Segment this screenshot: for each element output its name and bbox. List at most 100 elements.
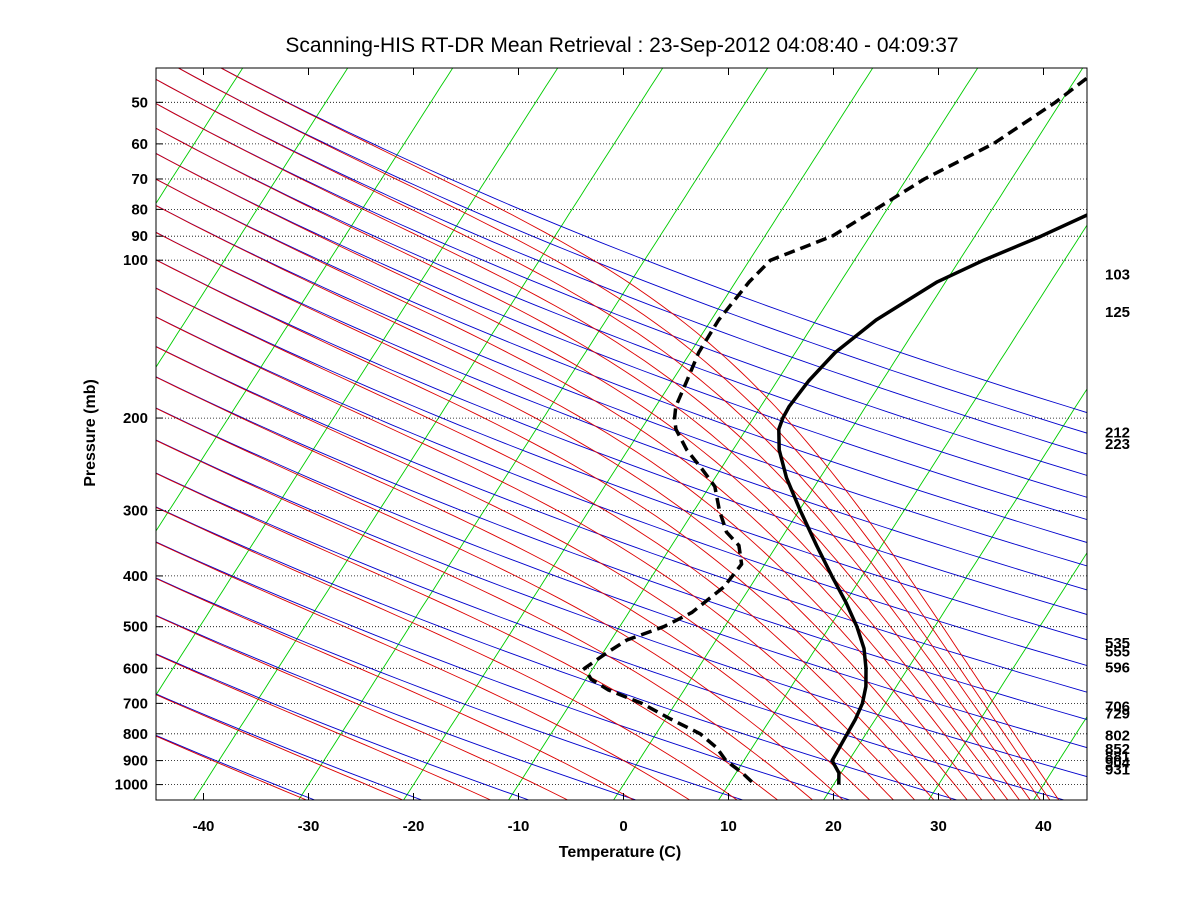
isotherm-line [156, 68, 454, 532]
x-tick-label: 40 [1035, 818, 1052, 835]
x-tick-label: -40 [193, 818, 215, 835]
isotherm-line [403, 68, 874, 800]
moist-adiabat-line [156, 541, 690, 800]
isotherm-line [823, 388, 1087, 800]
y-tick-label: 100 [123, 252, 148, 269]
right-pressure-label: 729 [1105, 706, 1130, 723]
isotherm-line [613, 68, 1084, 800]
isotherm-line [508, 68, 979, 800]
dry-adiabat-line [156, 506, 958, 800]
moist-adiabat-line [156, 259, 952, 800]
y-tick-label: 200 [123, 410, 148, 427]
y-tick-label: 600 [123, 660, 148, 677]
isotherm-line [298, 68, 769, 800]
plot-frame [155, 67, 1088, 801]
right-pressure-label: 596 [1105, 660, 1130, 677]
dewpoint-profile [582, 77, 1087, 786]
dry-adiabat-line [156, 287, 1087, 641]
right-pressure-label: 212 [1105, 424, 1130, 441]
isotherm-line [156, 68, 244, 205]
right-pressure-label: 125 [1105, 304, 1130, 321]
moist-adiabat-line [156, 376, 871, 800]
isotherm-line [156, 68, 559, 696]
y-tick-label: 700 [123, 695, 148, 712]
isotherm-line [718, 224, 1087, 800]
moist-adiabat-line [156, 654, 491, 800]
moist-adiabat-line [156, 78, 1041, 800]
y-tick-label: 70 [131, 171, 148, 188]
dry-adiabat-line [156, 316, 1087, 667]
right-pressure-label: 223 [1105, 436, 1130, 453]
background-lines [0, 68, 1087, 800]
y-axis-ticks: 50 60 70 80 90 100 200 300 400 500 600 700 800 900 100… [115, 94, 163, 794]
right-pressure-label: 555 [1105, 644, 1130, 661]
dry-adiabat-line [156, 439, 1087, 778]
x-tick-label: -20 [403, 818, 425, 835]
x-tick-label: -10 [508, 818, 530, 835]
moist-adiabat-line [178, 68, 1051, 800]
isotherm-line [0, 68, 33, 800]
dry-adiabat-line [156, 614, 637, 800]
right-pressure-label: 852 [1105, 741, 1130, 758]
x-tick-label: -30 [298, 818, 320, 835]
temperature-profile [777, 213, 1087, 785]
moist-adiabat-line [220, 68, 1060, 800]
moist-adiabat-line [156, 231, 968, 800]
moist-adiabat-line [156, 103, 1031, 800]
right-pressure-label: 904 [1105, 755, 1131, 772]
y-tick-label: 300 [123, 502, 148, 519]
x-axis-label: Temperature (C) [559, 844, 681, 861]
dry-adiabat-line [156, 127, 1087, 498]
dry-adiabat-line [178, 68, 1087, 434]
moist-adiabat-line [156, 127, 1020, 800]
moist-adiabat-line [156, 506, 738, 800]
y-tick-label: 90 [131, 228, 148, 245]
y-tick-label: 500 [123, 619, 148, 636]
y-tick-label: 900 [123, 753, 148, 770]
dry-adiabat-line [156, 102, 1087, 476]
y-axis-label: Pressure (mb) [82, 379, 99, 487]
dry-adiabat-line [156, 407, 1087, 749]
right-pressure-label: 706 [1105, 698, 1130, 715]
isotherm-line [928, 552, 1087, 800]
moist-adiabat-line [156, 615, 568, 800]
y-tick-label: 60 [131, 136, 148, 153]
profile-lines [582, 77, 1087, 786]
right-pressure-label: 802 [1105, 727, 1130, 744]
dry-adiabat-line [220, 68, 1087, 414]
moist-adiabat-line [156, 287, 935, 800]
moist-adiabat-line [156, 439, 813, 800]
y-tick-label: 50 [131, 94, 148, 111]
dry-adiabat-line [156, 577, 744, 800]
dry-adiabat-line [156, 653, 530, 800]
right-pressure-label: 103 [1105, 267, 1130, 284]
dry-adiabat-line [156, 376, 1087, 721]
dry-adiabat-line [156, 78, 1087, 455]
moist-adiabat-line [156, 316, 916, 800]
isotherm-line [193, 68, 664, 800]
moist-adiabat-line [156, 346, 894, 800]
plot-area [156, 68, 1087, 800]
pressure-grid [156, 101, 1087, 785]
right-pressure-label: 535 [1105, 635, 1130, 652]
dry-adiabat-line [156, 205, 1087, 567]
moist-adiabat-line [156, 578, 634, 800]
x-tick-label: 0 [619, 818, 627, 835]
dry-adiabat-line [156, 345, 1087, 693]
dry-adiabat-line [156, 472, 1065, 800]
x-axis-ticks: -40 -30 -20 -10 0 10 20 30 40 [193, 68, 1052, 835]
y-tick-label: 800 [123, 726, 148, 743]
moist-adiabat-line [156, 407, 844, 800]
x-tick-label: 20 [825, 818, 842, 835]
x-tick-label: 30 [930, 818, 947, 835]
right-pressure-label: 931 [1105, 761, 1130, 778]
dry-adiabat-line [156, 541, 851, 800]
isotherm-line [0, 68, 138, 800]
dry-adiabat-line [156, 259, 1087, 615]
moist-adiabat-line [156, 205, 983, 800]
isotherm-line [156, 68, 349, 368]
dry-adiabat-line [156, 231, 1087, 591]
y-tick-label: 400 [123, 568, 148, 585]
